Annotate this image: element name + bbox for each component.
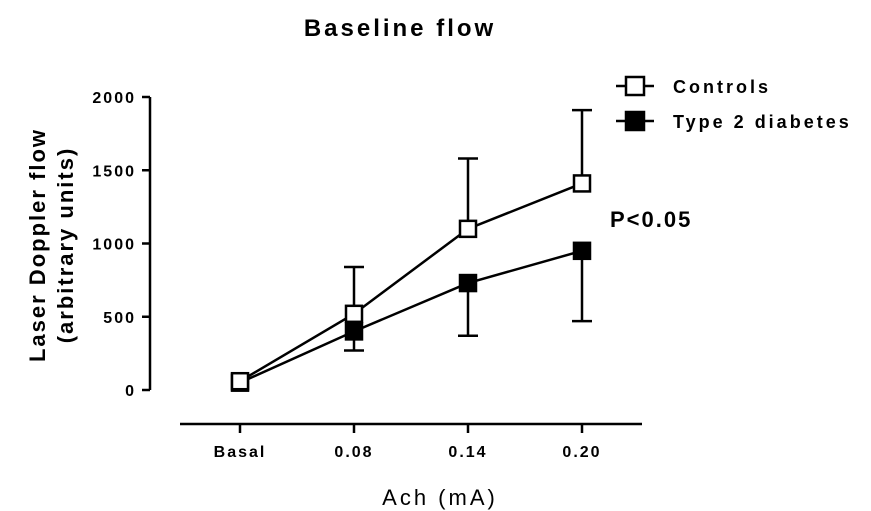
y-ticks: 0 500 1000 1500 2000 <box>92 90 150 400</box>
y-axis-label: Laser Doppler flow (arbitrary units) <box>25 128 78 362</box>
data-point-s1-1 <box>344 322 364 341</box>
y-tick-label-0: 0 <box>125 383 136 400</box>
y-tick-label-3: 1500 <box>92 163 136 180</box>
y-axis-label-line2: (arbitrary units) <box>53 147 78 344</box>
y-tick-label-4: 2000 <box>92 90 136 107</box>
y-axis-label-line1: Laser Doppler flow <box>25 128 50 362</box>
y-tick-label-1: 500 <box>103 310 136 327</box>
x-axis-label: Ach (mA) <box>382 485 498 510</box>
chart-title: Baseline flow <box>304 15 496 42</box>
x-tick-label-2: 0.14 <box>448 444 487 461</box>
series-line-1 <box>239 249 583 384</box>
y-tick-label-2: 1000 <box>92 237 136 254</box>
data-point-s0-2 <box>458 219 478 239</box>
significance-annotation: P<0.05 <box>610 207 692 232</box>
series-line-0 <box>239 182 583 383</box>
data-point-s0-1 <box>344 304 364 324</box>
x-tick-label-3: 0.20 <box>562 444 601 461</box>
x-tick-label-1: 0.08 <box>334 444 373 461</box>
data-point-s1-3 <box>572 241 592 261</box>
legend-marker-diabetes <box>624 110 646 132</box>
legend-label-controls: Controls <box>673 77 771 97</box>
x-ticks: Basal 0.08 0.14 0.20 <box>214 424 601 461</box>
data-point-s1-2 <box>458 273 478 293</box>
legend: Controls Type 2 diabetes <box>616 75 852 132</box>
x-tick-label-0: Basal <box>214 444 267 461</box>
legend-marker-controls <box>624 75 646 97</box>
data-point-s0-0 <box>230 371 250 391</box>
plot-area <box>230 108 592 392</box>
data-point-s0-3 <box>572 174 592 193</box>
legend-label-diabetes: Type 2 diabetes <box>673 112 852 132</box>
